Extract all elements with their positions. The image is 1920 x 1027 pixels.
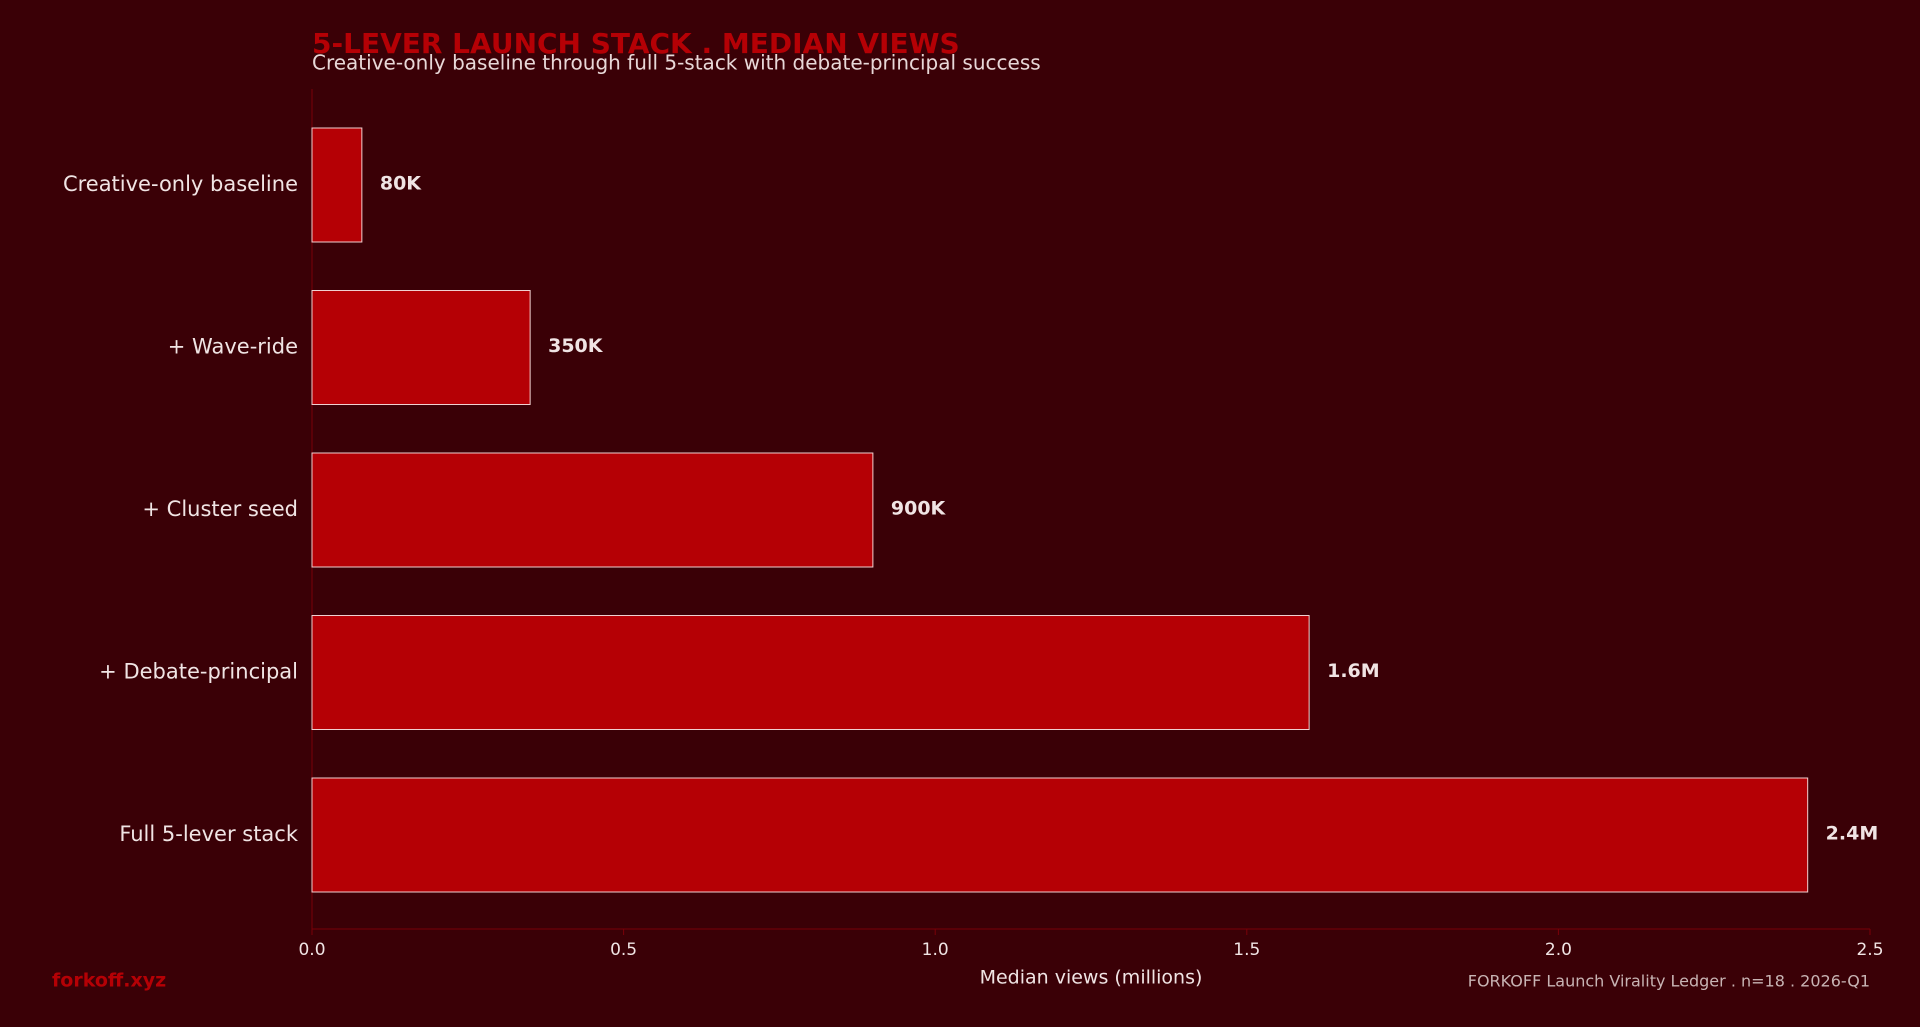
bar <box>311 452 874 568</box>
bar <box>311 777 1809 893</box>
value-label: 350K <box>548 335 604 357</box>
x-tick-label: 1.0 <box>922 940 949 960</box>
x-tick-label: 0.5 <box>610 940 637 960</box>
chart-subtitle: Creative-only baseline through full 5-st… <box>312 51 1041 75</box>
source-note: FORKOFF Launch Virality Ledger . n=18 . … <box>1468 972 1870 991</box>
x-axis-title: Median views (millions) <box>980 967 1203 989</box>
y-tick-label: + Debate-principal <box>99 660 298 684</box>
x-tick-label: 2.5 <box>1856 940 1883 960</box>
brand: forkoff.xyz <box>52 970 166 992</box>
y-tick-label: + Wave-ride <box>168 335 298 359</box>
value-label: 1.6M <box>1327 660 1380 682</box>
x-tick-label: 0.0 <box>298 940 325 960</box>
value-label: 2.4M <box>1826 823 1879 845</box>
x-tick-label: 2.0 <box>1545 940 1572 960</box>
value-label: 80K <box>380 173 422 195</box>
y-tick-label: Full 5-lever stack <box>119 822 299 846</box>
value-label: 900K <box>891 498 947 520</box>
chart-title: 5-LEVER LAUNCH STACK . MEDIAN VIEWS <box>312 27 960 60</box>
y-tick-label: Creative-only baseline <box>63 172 298 196</box>
bar <box>311 290 531 405</box>
bar <box>311 615 1310 730</box>
x-tick-label: 1.5 <box>1233 940 1260 960</box>
y-tick-label: + Cluster seed <box>142 497 298 521</box>
bar <box>311 127 363 243</box>
